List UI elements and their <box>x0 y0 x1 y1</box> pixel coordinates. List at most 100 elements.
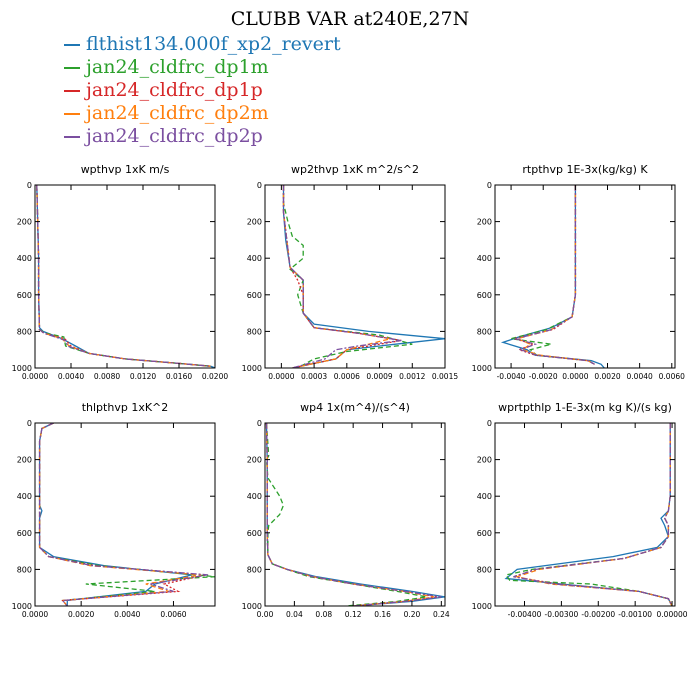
x-tick-label: 0.0020 <box>594 372 620 381</box>
x-tick-label: -0.0040 <box>497 372 526 381</box>
series-line <box>38 423 193 606</box>
legend-line-swatch <box>64 113 80 115</box>
y-tick-label: 0 <box>257 181 262 190</box>
legend-line-swatch <box>64 90 80 92</box>
y-tick-label: 800 <box>477 565 492 574</box>
legend-item: jan24_cldfrc_dp1m <box>64 56 341 79</box>
legend: flthist134.000f_xp2_revert jan24_cldfrc_d… <box>64 33 341 148</box>
subplot-title: rtpthvp 1E-3x(kg/kg) K <box>522 163 648 176</box>
x-tick-label: 0.0040 <box>627 372 653 381</box>
y-tick-label: 600 <box>247 529 262 538</box>
series-line <box>282 185 402 368</box>
figure-title: CLUBB VAR at240E,27N <box>230 8 470 30</box>
y-tick-label: 200 <box>477 456 492 465</box>
subplot-title: wp2thvp 1xK m^2/s^2 <box>291 163 419 176</box>
x-tick-label: 0.0000 <box>268 372 294 381</box>
series-line <box>36 185 211 367</box>
legend-line-swatch <box>64 44 80 46</box>
y-tick-label: 200 <box>247 456 262 465</box>
x-tick-label: 0.0020 <box>68 610 94 619</box>
legend-label: jan24_cldfrc_dp2m <box>86 102 269 124</box>
series-line <box>513 423 673 606</box>
x-tick-label: -0.00200 <box>581 610 615 619</box>
x-tick-label: 0.04 <box>286 610 303 619</box>
y-tick-label: 200 <box>17 456 32 465</box>
subplot: wp2thvp 1xK m^2/s^2 0 200 400 600 800 1000 0.00… <box>242 163 459 381</box>
legend-item: jan24_cldfrc_dp1p <box>64 79 341 102</box>
y-tick-label: 600 <box>247 291 262 300</box>
y-tick-label: 1000 <box>12 602 32 611</box>
legend-item: jan24_cldfrc_dp2p <box>64 125 341 148</box>
x-tick-label: 0.0120 <box>130 372 156 381</box>
y-tick-label: 1000 <box>242 364 262 373</box>
series-line <box>265 423 438 606</box>
legend-line-swatch <box>64 67 80 69</box>
series-line <box>265 423 445 606</box>
x-tick-label: 0.0000 <box>562 372 588 381</box>
x-tick-label: 0.12 <box>345 610 362 619</box>
plot-frame <box>34 422 216 607</box>
y-tick-label: 0 <box>257 419 262 428</box>
x-tick-label: 0.0060 <box>160 610 186 619</box>
y-tick-label: 600 <box>477 529 492 538</box>
x-tick-label: -0.00400 <box>508 610 542 619</box>
x-tick-label: -0.0020 <box>529 372 558 381</box>
subplot: rtpthvp 1E-3x(kg/kg) K02004006008001000-… <box>472 163 685 381</box>
y-tick-label: 0 <box>487 419 492 428</box>
series-group <box>36 185 215 368</box>
y-tick-label: 800 <box>17 327 32 336</box>
series-line <box>515 185 595 365</box>
plot-frame <box>264 422 446 607</box>
x-tick-label: 0.00 <box>257 610 274 619</box>
x-tick-label: 0.0040 <box>58 372 84 381</box>
y-tick-label: 400 <box>477 492 492 501</box>
series-group <box>38 423 215 606</box>
x-tick-label: 0.0009 <box>366 372 392 381</box>
series-line <box>282 185 445 368</box>
x-tick-label: -0.00300 <box>545 610 579 619</box>
x-tick-label: 0.0012 <box>399 372 425 381</box>
legend-item: jan24_cldfrc_dp2m <box>64 102 341 125</box>
x-tick-label: 0.0040 <box>114 610 140 619</box>
y-tick-label: 1000 <box>242 602 262 611</box>
series-line <box>36 185 211 367</box>
series-group <box>265 423 445 606</box>
x-tick-label: 0.16 <box>374 610 391 619</box>
y-tick-label: 200 <box>17 218 32 227</box>
x-tick-label: 0.24 <box>433 610 450 619</box>
legend-label: flthist134.000f_xp2_revert <box>86 33 341 55</box>
y-tick-label: 600 <box>477 291 492 300</box>
legend-label: jan24_cldfrc_dp2p <box>86 125 263 147</box>
x-tick-label: 0.0160 <box>166 372 192 381</box>
x-tick-label: 0.0000 <box>22 372 48 381</box>
x-tick-label: 0.08 <box>315 610 332 619</box>
x-tick-label: 0.0003 <box>301 372 327 381</box>
y-tick-label: 600 <box>17 291 32 300</box>
series-line <box>282 185 402 368</box>
y-tick-label: 600 <box>17 529 32 538</box>
x-tick-label: 0.00000 <box>657 610 688 619</box>
legend-item: flthist134.000f_xp2_revert <box>64 33 341 56</box>
series-line <box>500 185 605 368</box>
y-tick-label: 200 <box>247 218 262 227</box>
series-line <box>513 185 595 365</box>
y-tick-label: 1000 <box>472 364 492 373</box>
y-tick-label: 400 <box>17 492 32 501</box>
y-tick-label: 0 <box>487 181 492 190</box>
plot-frame <box>494 422 676 607</box>
x-tick-label: 0.0080 <box>94 372 120 381</box>
series-group <box>282 185 445 368</box>
y-tick-label: 0 <box>27 181 32 190</box>
series-group <box>500 185 605 368</box>
series-line <box>265 423 435 606</box>
y-tick-label: 200 <box>477 218 492 227</box>
series-line <box>38 423 202 606</box>
series-line <box>511 185 595 365</box>
y-tick-label: 800 <box>247 565 262 574</box>
x-tick-label: 0.0060 <box>659 372 685 381</box>
legend-label: jan24_cldfrc_dp1p <box>86 79 263 101</box>
y-tick-label: 0 <box>27 419 32 428</box>
y-tick-label: 800 <box>477 327 492 336</box>
series-line <box>38 423 209 606</box>
